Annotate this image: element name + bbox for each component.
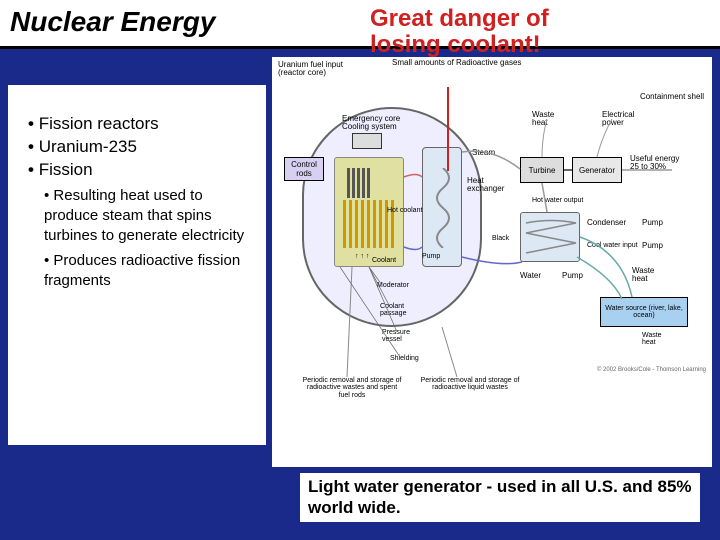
bullet-heat: Resulting heat used to produce steam tha… bbox=[44, 186, 258, 247]
control-rods bbox=[347, 168, 370, 198]
bullet-uranium: Uranium-235 bbox=[28, 136, 258, 159]
label-periodic-2: Periodic removal and storage of radioact… bbox=[420, 377, 520, 392]
label-pressure-vessel: Pressure vessel bbox=[382, 329, 422, 344]
label-useful: Useful energy 25 to 30% bbox=[630, 155, 690, 172]
bullet-fission-reactors: Fission reactors bbox=[28, 113, 258, 136]
label-uranium-input: Uranium fuel input (reactor core) bbox=[278, 61, 348, 78]
label-hot-coolant: Hot coolant bbox=[387, 207, 427, 214]
label-waste-heat: Waste heat bbox=[532, 111, 572, 128]
condenser bbox=[520, 212, 580, 262]
label-control-rods: Control rods bbox=[284, 157, 324, 181]
label-pump-4: Pump bbox=[562, 272, 583, 280]
label-waste-heat-3: Waste heat bbox=[642, 332, 677, 347]
label-black: Black bbox=[492, 235, 509, 242]
label-steam: Steam bbox=[472, 149, 495, 157]
label-heat-exch: Heat exchanger bbox=[467, 177, 507, 194]
label-pump-2: Pump bbox=[642, 219, 663, 227]
slide-title: Nuclear Energy bbox=[10, 6, 710, 38]
label-shielding: Shielding bbox=[390, 355, 419, 362]
generator-box: Generator bbox=[572, 157, 622, 183]
steam-coil bbox=[431, 168, 455, 248]
danger-line-1: Great danger of bbox=[370, 5, 549, 32]
label-electrical: Electrical power bbox=[602, 111, 657, 128]
danger-callout: Great danger of losing coolant! bbox=[370, 6, 549, 59]
label-coolant-passage: Coolant passage bbox=[380, 303, 420, 318]
label-hot-water: Hot water output bbox=[532, 197, 592, 204]
title-bar: Nuclear Energy bbox=[0, 0, 720, 49]
bullet-fragments: Produces radioactive fission fragments bbox=[44, 251, 258, 292]
reactor-diagram: Uranium fuel input (reactor core) Small … bbox=[272, 57, 712, 467]
label-gases: Small amounts of Radioactive gases bbox=[392, 59, 522, 67]
label-pump-3: Pump bbox=[642, 242, 663, 250]
emergency-box bbox=[352, 133, 382, 149]
danger-line-2: losing coolant! bbox=[370, 31, 541, 58]
bullet-panel: Fission reactors Uranium-235 Fission Res… bbox=[8, 85, 266, 445]
label-waste-heat-2: Waste heat bbox=[632, 267, 664, 284]
label-condenser: Condenser bbox=[587, 219, 626, 227]
content-area: Fission reactors Uranium-235 Fission Res… bbox=[0, 49, 720, 467]
footer-caption: Light water generator - used in all U.S.… bbox=[300, 473, 700, 522]
label-pump-1: Pump bbox=[422, 253, 440, 260]
condenser-coil bbox=[521, 213, 581, 263]
danger-arrow bbox=[447, 87, 449, 171]
bullet-fission: Fission Resulting heat used to produce s… bbox=[28, 159, 258, 291]
label-containment: Containment shell bbox=[624, 93, 704, 101]
water-source-box: Water source (river, lake, ocean) bbox=[600, 297, 688, 327]
label-coolant: Coolant bbox=[372, 257, 396, 264]
label-moderator: Moderator bbox=[377, 282, 409, 289]
label-periodic-1: Periodic removal and storage of radioact… bbox=[302, 377, 402, 399]
copyright: © 2002 Brooks/Cole - Thomson Learning bbox=[597, 367, 706, 373]
heat-exchanger bbox=[422, 147, 462, 267]
label-water: Water bbox=[520, 272, 541, 280]
label-cool-water: Cool water input bbox=[587, 242, 642, 249]
label-emergency: Emergency core Cooling system bbox=[342, 115, 412, 132]
turbine-box: Turbine bbox=[520, 157, 564, 183]
